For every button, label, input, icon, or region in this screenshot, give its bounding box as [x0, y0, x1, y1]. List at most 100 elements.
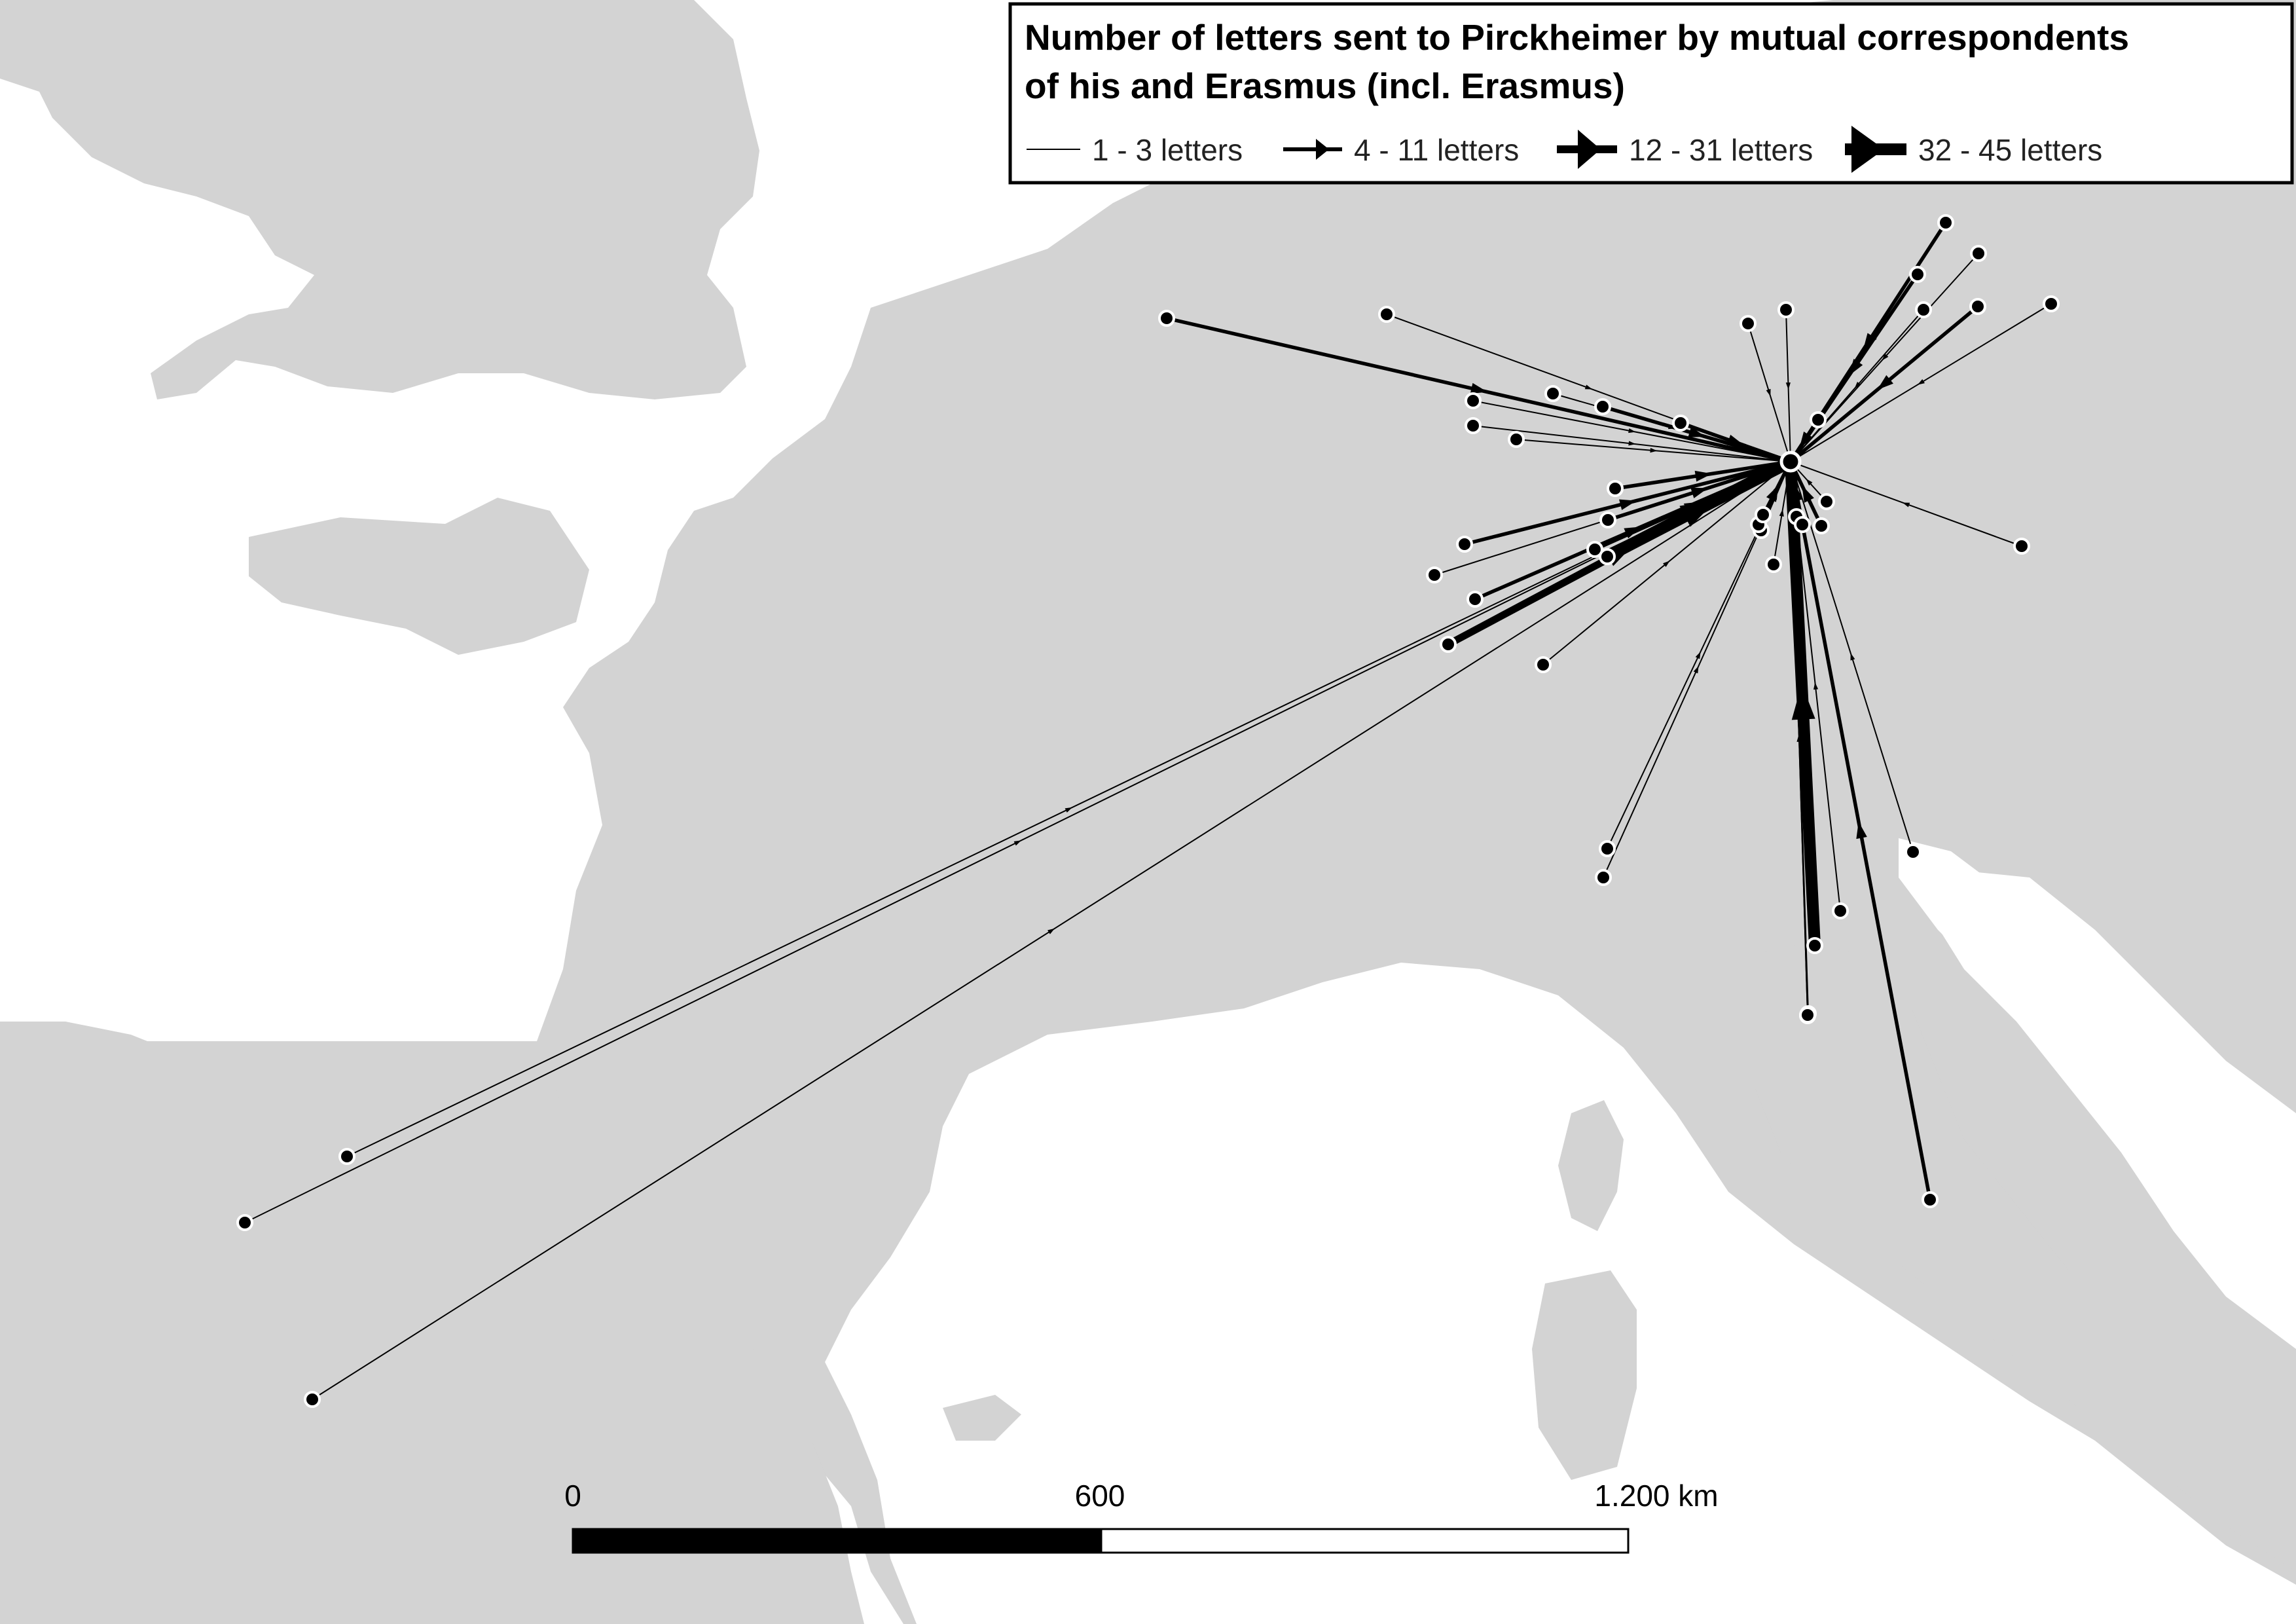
- network-nodes: [236, 214, 2060, 1408]
- sea-biscay: [0, 642, 589, 1022]
- correspondent-node: [1765, 556, 1782, 573]
- flow-arrow: [1856, 821, 1867, 840]
- correspondent-node: [1813, 517, 1830, 534]
- flow-arrow: [1584, 384, 1593, 390]
- flow-arrow: [1773, 485, 1779, 492]
- correspondent-node: [1909, 266, 1926, 283]
- legend-label-3: 12 - 31 letters: [1629, 133, 1813, 167]
- flow-arrow: [1877, 375, 1893, 390]
- legend-item-3: 12 - 31 letters: [1557, 130, 1813, 169]
- correspondent-node: [1904, 843, 1922, 860]
- flow-arrow: [1688, 426, 1705, 437]
- legend-item-2: 4 - 11 letters: [1283, 133, 1519, 167]
- correspondent-node: [1599, 840, 1616, 857]
- flow-arrow: [1624, 526, 1641, 539]
- correspondent-node: [1535, 656, 1552, 673]
- scale-label-start: 0: [564, 1479, 581, 1513]
- correspondent-node: [1467, 591, 1484, 608]
- land-mallorca: [943, 1395, 1021, 1441]
- legend-box: [1008, 2, 2294, 185]
- correspondent-node: [1158, 310, 1175, 327]
- flow-arrow: [1796, 734, 1802, 742]
- correspondent-node: [1465, 392, 1482, 409]
- flow-arrow: [1779, 509, 1784, 517]
- flow-arrow: [1628, 441, 1636, 446]
- flow-arrow: [1802, 485, 1814, 503]
- legend-label-2: 4 - 11 letters: [1354, 133, 1519, 167]
- flow-arrow: [1850, 653, 1855, 661]
- flow-arrow: [1917, 378, 1925, 385]
- correspondent-node: [1806, 937, 1823, 954]
- flow-arrow: [1690, 487, 1708, 498]
- correspondent-node: [1672, 415, 1689, 432]
- correspondent-node: [1378, 306, 1395, 323]
- flow-arrow: [1813, 682, 1819, 690]
- correspondent-node: [1607, 480, 1624, 497]
- correspondent-node: [1544, 385, 1561, 402]
- correspondent-node: [1599, 511, 1616, 528]
- correspondent-node: [1794, 516, 1811, 533]
- correspondent-node: [1969, 298, 1986, 315]
- correspondent-node: [1799, 1006, 1816, 1024]
- correspondent-node: [236, 1214, 253, 1231]
- correspondent-node: [1970, 245, 1987, 262]
- scale-bar: 0 600 1.200 km: [564, 1479, 1719, 1554]
- land-great-britain: [0, 0, 759, 399]
- land-corsica: [1558, 1100, 1624, 1231]
- legend-item-4: 32 - 45 letters: [1845, 126, 2102, 173]
- flow-arrow: [1882, 354, 1889, 361]
- scale-label-end: 1.200 km: [1594, 1479, 1718, 1513]
- flow-arrow: [1849, 359, 1863, 376]
- flow-arrow: [1065, 807, 1072, 813]
- legend-title-line2: of his and Erasmus (incl. Erasmus): [1025, 65, 1625, 106]
- flow-arrow: [1619, 499, 1637, 510]
- flow-arrow: [1694, 470, 1712, 482]
- correspondent-node: [1937, 214, 1954, 231]
- legend-arrow-3: [1578, 130, 1601, 169]
- correspondent-node: [1594, 398, 1611, 415]
- flow-arrow: [1806, 479, 1813, 486]
- flow-arrow: [1628, 428, 1636, 434]
- scale-segment-empty: [1100, 1528, 1630, 1554]
- flow-arrow: [1650, 448, 1658, 453]
- flow-arrow: [1799, 432, 1813, 449]
- correspondent-node: [304, 1391, 321, 1408]
- correspondent-node: [2043, 295, 2060, 312]
- flow-arrow: [1766, 388, 1771, 397]
- correspondent-node: [1440, 636, 1457, 653]
- flow-arrow: [1785, 382, 1791, 390]
- correspondent-node: [1599, 548, 1616, 565]
- network-lines: [244, 221, 2052, 1400]
- flow-arrow: [1663, 561, 1670, 567]
- flow-arrow: [1470, 382, 1488, 394]
- hub-node: [1779, 451, 1802, 473]
- sea-adriatic: [1899, 838, 2296, 1283]
- correspondent-node: [1740, 315, 1757, 332]
- correspondent-node: [1586, 541, 1603, 558]
- scale-segment-filled: [572, 1528, 1102, 1554]
- legend: Number of letters sent to Pirckheimer by…: [1008, 2, 2294, 185]
- flow-arrow: [1048, 928, 1055, 934]
- correspondent-node: [1777, 301, 1795, 318]
- land-iberia: [0, 1041, 864, 1624]
- flow-arrow: [1013, 840, 1021, 846]
- correspondent-node: [1922, 1191, 1939, 1208]
- land-sardinia: [1532, 1270, 1637, 1480]
- land-italy: [1741, 943, 2296, 1572]
- legend-title-line1: Number of letters sent to Pirckheimer by…: [1025, 17, 2129, 58]
- flow-arrow: [1854, 382, 1861, 389]
- correspondent-node: [1456, 536, 1473, 553]
- legend-label-1: 1 - 3 letters: [1092, 133, 1243, 167]
- legend-arrow-2: [1316, 139, 1329, 160]
- correspondent-node: [2013, 538, 2030, 555]
- flow-arrow: [1693, 666, 1699, 674]
- legend-arrow-4: [1851, 126, 1884, 173]
- flow-arrow: [1679, 500, 1717, 527]
- correspondent-node: [1818, 493, 1835, 510]
- correspondent-node: [1915, 301, 1932, 318]
- correspondent-node: [1832, 902, 1849, 919]
- correspondent-node: [1810, 411, 1827, 428]
